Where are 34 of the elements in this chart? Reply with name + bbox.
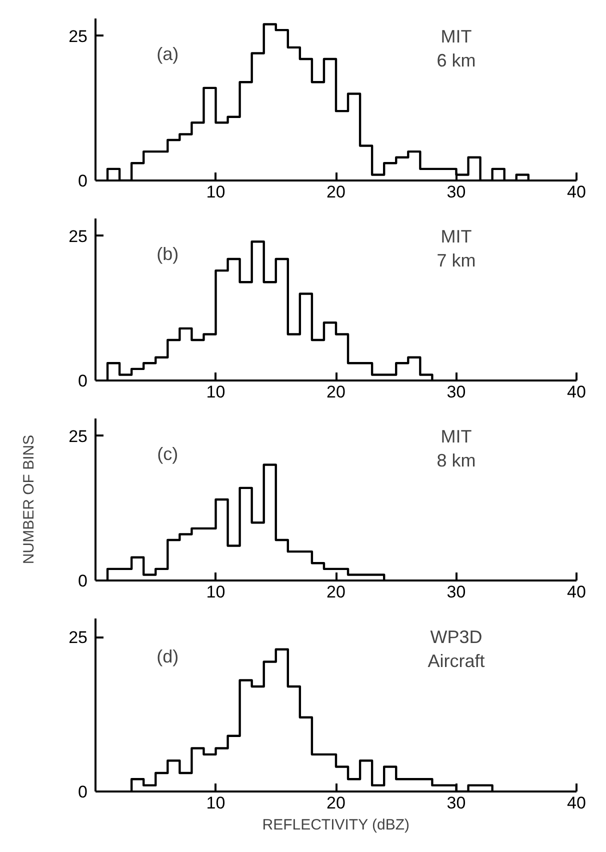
y-tick-label: 25 — [68, 628, 88, 648]
x-tick-label: 30 — [446, 182, 466, 202]
y-tick-label: 25 — [68, 426, 88, 446]
y-tick-label: 25 — [68, 26, 88, 46]
y-tick-label: 0 — [78, 172, 88, 190]
x-tick-label: 10 — [206, 382, 226, 402]
x-tick-label: 40 — [567, 182, 586, 202]
x-tick-label: 20 — [326, 794, 346, 812]
annotation: MIT 6 km — [436, 26, 476, 71]
x-tick-label: 20 — [326, 182, 346, 202]
y-tick-label: 0 — [78, 572, 88, 590]
x-tick-label: 20 — [326, 582, 346, 602]
x-tick-label: 30 — [446, 794, 466, 812]
annotation: MIT 8 km — [436, 426, 476, 471]
annotation: (c) — [157, 444, 178, 464]
x-tick-label: 10 — [206, 182, 226, 202]
x-tick-label: 10 — [206, 582, 226, 602]
x-tick-label: 30 — [446, 382, 466, 402]
annotation: (b) — [156, 244, 179, 264]
x-tick-label: 40 — [567, 582, 586, 602]
y-tick-label: 0 — [78, 372, 88, 390]
x-tick-label: 40 — [567, 794, 586, 812]
y-axis-title: NUMBER OF BINS — [20, 434, 38, 564]
x-tick-label: 10 — [206, 794, 226, 812]
x-tick-label: 20 — [326, 382, 346, 402]
x-axis-title: REFLECTIVITY (dBZ) — [262, 816, 410, 834]
annotation: WP3D Aircraft — [428, 627, 485, 672]
x-tick-label: 40 — [567, 382, 586, 402]
annotation: (d) — [156, 646, 179, 667]
annotation: MIT 7 km — [436, 226, 476, 271]
x-tick-label: 30 — [446, 582, 466, 602]
y-tick-label: 25 — [68, 226, 88, 246]
y-tick-label: 0 — [78, 782, 88, 802]
annotation: (a) — [156, 44, 179, 64]
